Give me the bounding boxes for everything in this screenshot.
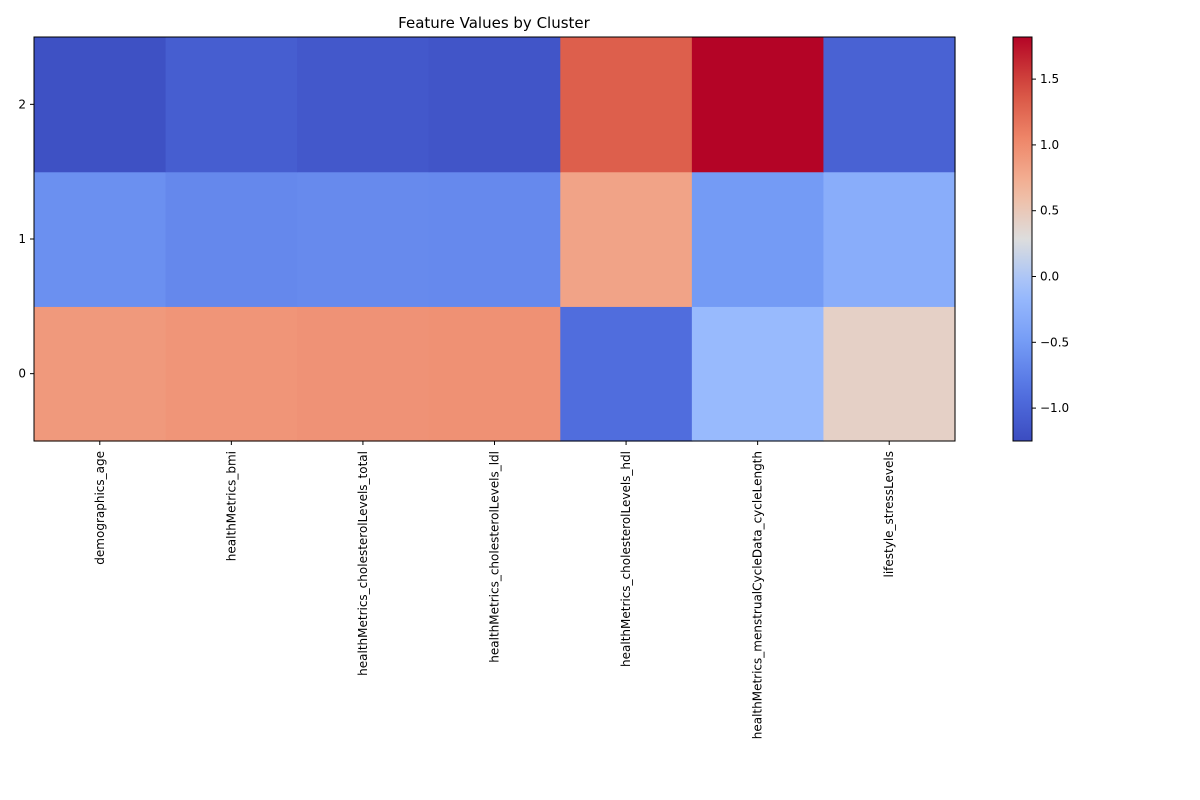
heatmap-cell bbox=[34, 37, 167, 173]
heatmap-cell bbox=[823, 37, 956, 173]
heatmap-cell bbox=[823, 306, 956, 442]
x-tick-label: healthMetrics_cholesterolLevels_total bbox=[356, 451, 370, 676]
heatmap-cell bbox=[428, 37, 561, 173]
heatmap-cell bbox=[560, 171, 693, 307]
y-axis: 0 1 2 bbox=[18, 97, 34, 381]
heatmap-cell bbox=[428, 306, 561, 442]
colorbar-tick-label: 0.5 bbox=[1040, 204, 1059, 218]
heatmap-cell bbox=[165, 306, 298, 442]
heatmap-cell bbox=[297, 37, 430, 173]
colorbar-tick-label: −1.0 bbox=[1040, 401, 1069, 415]
colorbar-tick-label: 0.0 bbox=[1040, 270, 1059, 284]
x-axis: demographics_age healthMetrics_bmi healthM… bbox=[93, 441, 896, 739]
heatmap-cell bbox=[560, 37, 693, 173]
colorbar bbox=[1012, 36, 1033, 442]
heatmap-cell bbox=[165, 171, 298, 307]
x-tick-label: lifestyle_stressLevels bbox=[882, 451, 896, 578]
heatmap-cell bbox=[691, 171, 825, 307]
heatmap-cell bbox=[297, 171, 430, 307]
y-tick-label: 2 bbox=[18, 97, 26, 111]
x-tick-label: healthMetrics_bmi bbox=[224, 451, 238, 561]
heatmap-cell bbox=[34, 306, 167, 442]
heatmap-cell bbox=[691, 306, 825, 442]
chart-title: Feature Values by Cluster bbox=[398, 14, 590, 32]
heatmap-cell bbox=[297, 306, 430, 442]
x-tick-label: healthMetrics_cholesterolLevels_ldl bbox=[488, 451, 502, 663]
x-tick-label: demographics_age bbox=[93, 451, 107, 565]
y-tick-label: 1 bbox=[18, 232, 26, 246]
heatmap-cell bbox=[691, 37, 825, 173]
heatmap-cell bbox=[165, 37, 298, 173]
colorbar-tick-label: 1.5 bbox=[1040, 72, 1059, 86]
heatmap-cells bbox=[34, 37, 956, 442]
x-tick-label: healthMetrics_cholesterolLevels_hdl bbox=[619, 451, 633, 667]
colorbar-ticks: −1.0 −0.5 0.0 0.5 1.0 1.5 bbox=[1032, 72, 1069, 415]
heatmap-cell bbox=[34, 171, 167, 307]
heatmap-cell bbox=[560, 306, 693, 442]
heatmap-cell bbox=[428, 171, 561, 307]
x-tick-label: healthMetrics_menstrualCycleData_cycleLe… bbox=[751, 451, 765, 739]
colorbar-tick-label: −0.5 bbox=[1040, 335, 1069, 349]
heatmap-cell bbox=[823, 171, 956, 307]
y-tick-label: 0 bbox=[18, 367, 26, 381]
colorbar-tick-label: 1.0 bbox=[1040, 138, 1059, 152]
